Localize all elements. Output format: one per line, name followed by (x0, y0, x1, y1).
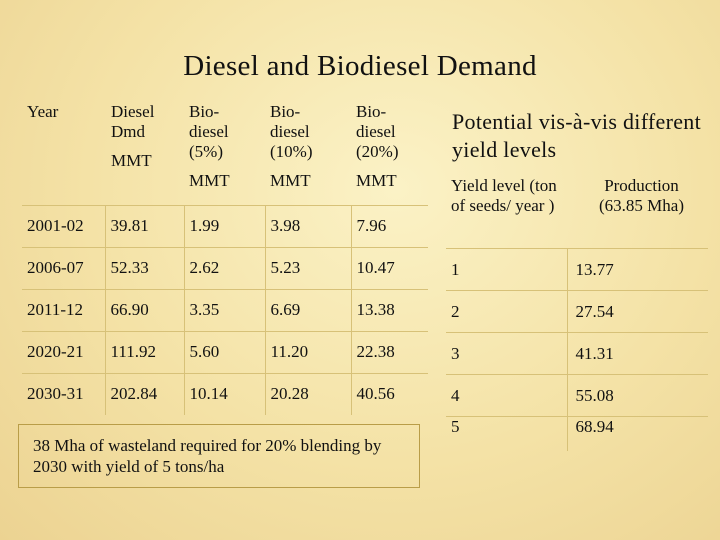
header-year: Year (27, 102, 59, 121)
biodiesel-demand-table: Year Diesel Dmd MMT Bio-diesel (5%) MMT … (22, 102, 428, 415)
table-row: 1 13.77 (446, 248, 708, 291)
production-cell: 13.77 (566, 248, 708, 291)
yield-level-cell: 3 (446, 332, 567, 375)
bio10-cell: 6.69 (264, 288, 351, 331)
header-biodiesel-20: Bio-diesel (20%) MMT (356, 102, 399, 190)
bio20-cell: 13.38 (350, 288, 428, 331)
bio20-cell: 7.96 (350, 204, 428, 247)
header-biodiesel-10: Bio-diesel (10%) MMT (270, 102, 313, 190)
demand-header-row: Year Diesel Dmd MMT Bio-diesel (5%) MMT … (22, 102, 428, 205)
potential-heading: Potential vis-à-vis different yield leve… (452, 109, 702, 162)
header-biodiesel-5: Bio-diesel (5%) MMT (189, 102, 230, 190)
wasteland-note: 38 Mha of wasteland required for 20% ble… (18, 424, 420, 488)
table-row: 3 41.31 (446, 332, 708, 375)
table-row: 2 27.54 (446, 290, 708, 333)
bio10-cell: 20.28 (264, 372, 351, 415)
year-cell: 2020-21 (22, 330, 105, 373)
yield-level-cell: 1 (446, 248, 567, 291)
bio20-cell: 40.56 (350, 372, 428, 415)
diesel-cell: 202.84 (104, 372, 184, 415)
yield-header-row: Yield level (ton of seeds/ year ) Produc… (446, 176, 708, 249)
slide-title: Diesel and Biodiesel Demand (183, 50, 537, 82)
table-row: 2030-31 202.84 10.14 20.28 40.56 (22, 372, 428, 415)
table-row: 5 68.94 (446, 416, 708, 451)
bio10-cell: 3.98 (264, 204, 351, 247)
table-row: 2001-02 39.81 1.99 3.98 7.96 (22, 204, 428, 247)
header-diesel-demand: Diesel Dmd MMT (111, 102, 155, 170)
yield-production-table: Yield level (ton of seeds/ year ) Produc… (446, 176, 708, 451)
yield-level-cell: 5 (446, 416, 567, 451)
diesel-cell: 111.92 (104, 330, 184, 373)
bio5-cell: 2.62 (183, 246, 265, 289)
year-cell: 2030-31 (22, 372, 105, 415)
bio20-cell: 22.38 (350, 330, 428, 373)
year-cell: 2001-02 (22, 204, 105, 247)
diesel-cell: 52.33 (104, 246, 184, 289)
table-row: 2020-21 111.92 5.60 11.20 22.38 (22, 330, 428, 373)
year-cell: 2011-12 (22, 288, 105, 331)
bio10-cell: 11.20 (264, 330, 351, 373)
yield-level-cell: 2 (446, 290, 567, 333)
bio20-cell: 10.47 (350, 246, 428, 289)
production-cell: 68.94 (566, 416, 708, 451)
bio5-cell: 1.99 (183, 204, 265, 247)
table-row: 2011-12 66.90 3.35 6.69 13.38 (22, 288, 428, 331)
bio10-cell: 5.23 (264, 246, 351, 289)
bio5-cell: 3.35 (183, 288, 265, 331)
bio5-cell: 10.14 (183, 372, 265, 415)
production-cell: 55.08 (566, 374, 708, 417)
production-cell: 41.31 (566, 332, 708, 375)
table-row: 2006-07 52.33 2.62 5.23 10.47 (22, 246, 428, 289)
diesel-cell: 39.81 (104, 204, 184, 247)
bio5-cell: 5.60 (183, 330, 265, 373)
header-yield-level: Yield level (ton of seeds/ year ) (451, 176, 557, 215)
table-row: 4 55.08 (446, 374, 708, 417)
year-cell: 2006-07 (22, 246, 105, 289)
header-production: Production (63.85 Mha) (599, 176, 684, 215)
yield-level-cell: 4 (446, 374, 567, 417)
diesel-cell: 66.90 (104, 288, 184, 331)
production-cell: 27.54 (566, 290, 708, 333)
